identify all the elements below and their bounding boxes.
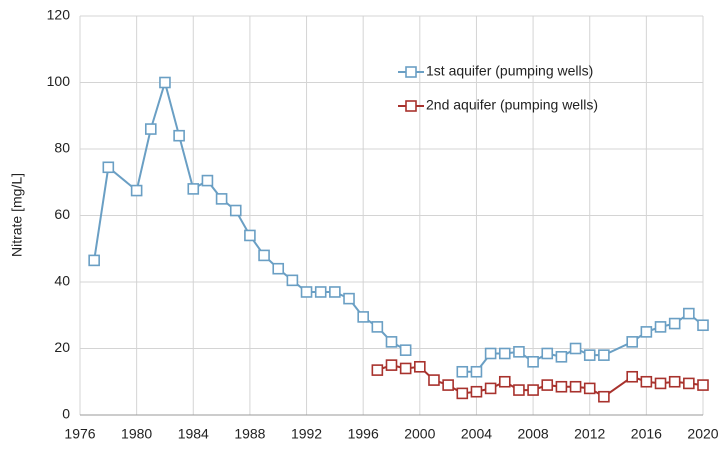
series-line xyxy=(93,78,704,373)
marker xyxy=(541,347,554,360)
marker xyxy=(598,349,610,361)
marker xyxy=(130,184,143,197)
marker xyxy=(654,377,667,390)
marker xyxy=(399,344,412,356)
marker xyxy=(300,286,313,298)
marker xyxy=(385,359,398,371)
marker xyxy=(513,384,525,396)
y-tick-label: 40 xyxy=(54,273,70,289)
marker xyxy=(428,374,440,386)
marker xyxy=(470,365,483,378)
marker xyxy=(144,123,157,135)
marker xyxy=(272,262,285,275)
marker xyxy=(555,351,568,363)
marker xyxy=(371,321,384,333)
legend-marker xyxy=(405,100,417,112)
marker xyxy=(215,193,228,205)
marker xyxy=(258,249,270,262)
legend-marker xyxy=(405,66,417,78)
marker xyxy=(683,307,695,320)
marker xyxy=(498,375,511,388)
marker xyxy=(626,336,639,348)
x-tick-label: 1992 xyxy=(291,426,322,442)
x-tick-label: 1996 xyxy=(348,426,379,442)
marker xyxy=(229,204,242,217)
y-tick-label: 20 xyxy=(54,339,70,355)
marker xyxy=(159,76,171,89)
x-tick-label: 1980 xyxy=(121,426,152,442)
marker xyxy=(569,342,582,355)
marker xyxy=(498,347,511,360)
x-tick-label: 2012 xyxy=(574,426,605,442)
marker xyxy=(314,286,327,298)
marker xyxy=(470,385,483,398)
marker xyxy=(329,286,341,298)
marker xyxy=(598,390,610,403)
x-tick-label: 2020 xyxy=(687,426,718,442)
marker xyxy=(414,360,426,373)
marker xyxy=(484,382,497,395)
marker xyxy=(201,174,214,187)
marker xyxy=(668,375,681,388)
marker xyxy=(88,254,100,267)
y-tick-label: 60 xyxy=(54,206,70,222)
marker xyxy=(187,183,200,195)
x-tick-label: 1988 xyxy=(234,426,265,442)
y-tick-label: 100 xyxy=(47,73,71,89)
marker xyxy=(484,347,497,360)
marker xyxy=(569,380,582,393)
marker xyxy=(555,380,568,393)
x-tick-label: 2016 xyxy=(631,426,662,442)
marker xyxy=(385,336,398,348)
x-tick-label: 1984 xyxy=(178,426,209,442)
marker xyxy=(371,364,384,376)
legend-label: 1st aquifer (pumping wells) xyxy=(426,63,593,79)
series-line xyxy=(377,364,704,398)
marker xyxy=(357,311,369,323)
marker xyxy=(456,365,469,378)
marker xyxy=(527,355,539,368)
x-tick-label: 2004 xyxy=(461,426,492,442)
marker xyxy=(583,382,596,395)
marker xyxy=(697,379,709,391)
marker xyxy=(442,379,454,391)
marker xyxy=(668,317,681,330)
marker xyxy=(399,362,412,375)
y-axis-label: Nitrate [mg/L] xyxy=(9,173,25,257)
legend-label: 2nd aquifer (pumping wells) xyxy=(426,97,598,113)
y-tick-label: 120 xyxy=(47,7,71,23)
marker xyxy=(640,326,653,338)
marker xyxy=(286,274,299,287)
marker xyxy=(173,129,185,142)
marker xyxy=(541,379,554,391)
marker xyxy=(244,229,256,242)
x-tick-label: 2000 xyxy=(404,426,435,442)
marker xyxy=(683,377,695,390)
marker xyxy=(626,370,639,383)
y-tick-label: 0 xyxy=(62,406,70,422)
marker xyxy=(343,292,355,305)
marker xyxy=(640,375,653,388)
marker xyxy=(102,161,115,174)
marker xyxy=(654,321,667,333)
marker xyxy=(513,346,525,358)
x-tick-label: 1976 xyxy=(64,426,95,442)
marker xyxy=(456,387,469,400)
marker xyxy=(527,384,539,396)
y-tick-label: 80 xyxy=(54,140,70,156)
marker xyxy=(583,349,596,361)
marker xyxy=(697,319,709,332)
x-tick-label: 2008 xyxy=(518,426,549,442)
